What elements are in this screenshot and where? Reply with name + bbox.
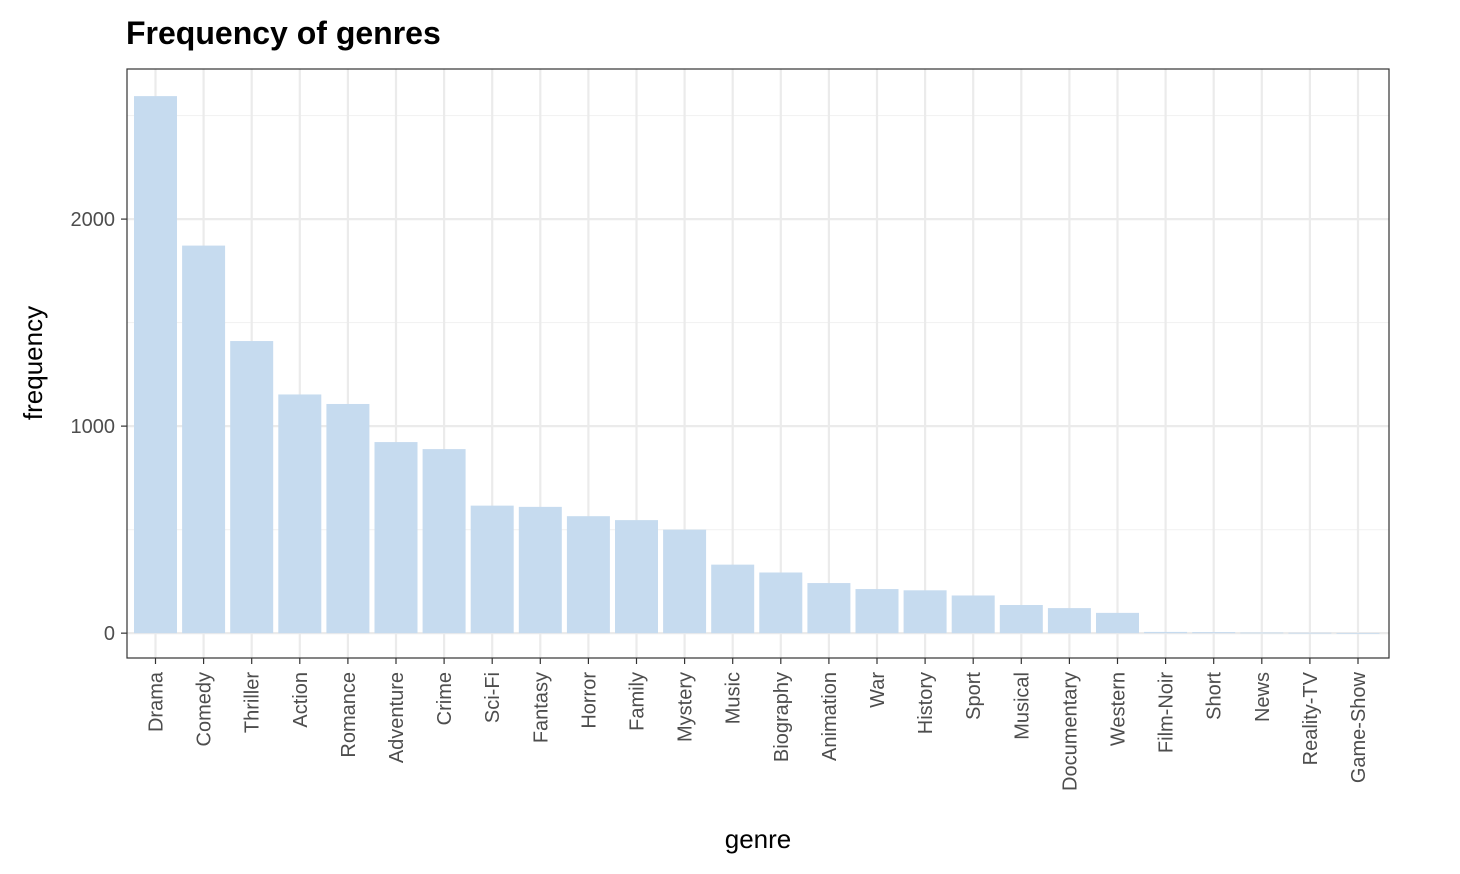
bar: [134, 96, 177, 634]
x-tick-label: Sport: [963, 672, 985, 720]
bar: [1288, 632, 1332, 634]
bar: [1047, 608, 1091, 634]
bar: [1240, 632, 1284, 634]
x-tick-label: News: [1252, 672, 1274, 722]
y-tick-label: 1000: [71, 416, 116, 438]
x-tick-label: Sci-Fi: [482, 672, 504, 723]
x-tick-label: Documentary: [1059, 672, 1081, 791]
x-tick-label: Western: [1108, 672, 1130, 746]
y-tick-label: 2000: [71, 209, 116, 231]
y-axis: 0 1000 2000: [71, 209, 127, 645]
bar: [326, 403, 370, 634]
bar: [663, 529, 707, 634]
bar: [566, 516, 610, 634]
x-tick-label: Music: [723, 672, 745, 724]
x-tick-label: Reality-TV: [1300, 671, 1322, 765]
bar: [374, 442, 418, 634]
x-tick-label: Horror: [578, 672, 600, 729]
x-tick-label: Adventure: [386, 672, 408, 763]
y-axis-title: frequency: [18, 306, 48, 420]
bar: [615, 520, 658, 634]
chart-title: Frequency of genres: [126, 15, 441, 51]
bar: [759, 572, 803, 634]
bar: [711, 564, 755, 634]
bar: [951, 595, 995, 634]
bar: [1096, 612, 1139, 634]
x-tick-label: Game-Show: [1348, 671, 1370, 783]
x-tick-label: Drama: [146, 671, 168, 732]
x-tick-label: Short: [1204, 672, 1226, 720]
x-tick-label: History: [915, 672, 937, 734]
bar: [1192, 632, 1236, 634]
x-tick-label: Fantasy: [530, 672, 552, 743]
bar: [518, 506, 562, 634]
bar: [855, 589, 899, 634]
x-tick-label: War: [867, 672, 889, 708]
x-tick-label: Comedy: [194, 672, 216, 746]
bar: [807, 583, 851, 634]
bars: [134, 96, 1380, 634]
x-tick-label: Animation: [819, 672, 841, 761]
bar: [422, 449, 466, 634]
x-tick-label: Action: [290, 672, 312, 728]
bar: [999, 605, 1043, 634]
bar: [278, 394, 322, 634]
bar: [1144, 631, 1188, 634]
x-tick-label: Film-Noir: [1156, 672, 1178, 753]
bar: [230, 341, 274, 634]
bar: [470, 505, 514, 634]
x-axis-title: genre: [725, 824, 792, 854]
x-tick-label: Mystery: [675, 672, 697, 742]
x-tick-label: Musical: [1011, 672, 1033, 740]
bar: [1336, 632, 1380, 634]
bar: [182, 245, 226, 634]
x-tick-label: Family: [627, 672, 649, 731]
bar: [903, 590, 947, 634]
x-tick-label: Thriller: [242, 672, 264, 733]
x-tick-label: Biography: [771, 672, 793, 762]
x-tick-label: Romance: [338, 672, 360, 758]
panel-border: [126, 68, 1390, 659]
x-tick-label: Crime: [434, 672, 456, 725]
y-tick-label: 0: [104, 623, 115, 645]
x-axis: Drama Comedy Thriller Action Romance Adventur…: [146, 658, 1370, 791]
